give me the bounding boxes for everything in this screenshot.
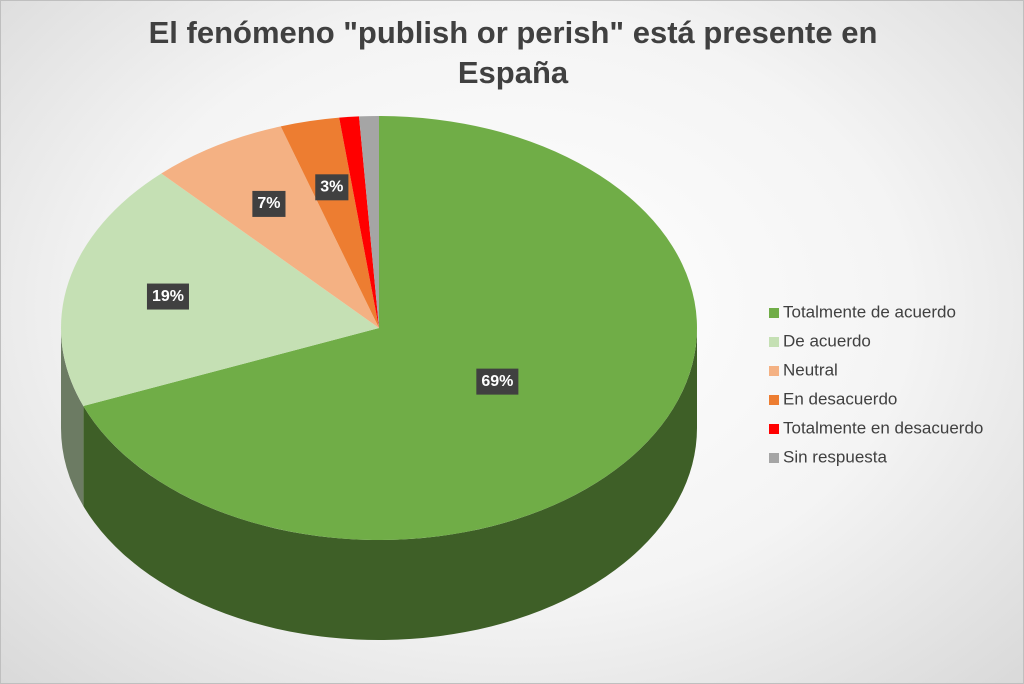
data-label-text: 69% [481, 373, 513, 390]
data-label-box [252, 190, 286, 217]
legend-label: Sin respuesta [783, 447, 887, 466]
slice [83, 116, 697, 540]
slice [359, 116, 379, 328]
slice [161, 126, 379, 328]
legend-label: De acuerdo [783, 331, 871, 350]
legend-label: Totalmente de acuerdo [783, 302, 956, 321]
data-label-text: 3% [320, 179, 343, 196]
data-label-text: 19% [152, 288, 184, 305]
data-label [252, 190, 286, 217]
legend-label: Neutral [783, 360, 838, 379]
data-label [476, 368, 519, 395]
legend-swatch [769, 308, 779, 318]
legend-label: En desacuerdo [783, 389, 897, 408]
slice [61, 173, 379, 407]
data-label-box [146, 283, 189, 310]
data-label-box [476, 368, 519, 395]
chart-title: El fenómeno "publish or perish" está pre… [148, 15, 878, 90]
slice [280, 117, 379, 328]
legend-swatch [769, 366, 779, 376]
legend-swatch [769, 395, 779, 405]
legend-swatch [769, 453, 779, 463]
slice [339, 116, 379, 328]
slice-side [61, 328, 84, 507]
legend-swatch [769, 337, 779, 347]
data-label-box [315, 174, 349, 201]
slice-side [83, 328, 698, 640]
data-label [146, 283, 189, 310]
legend-swatch [769, 424, 779, 434]
data-label-text: 7% [257, 195, 280, 212]
legend-label: Totalmente en desacuerdo [783, 418, 983, 437]
data-label [315, 174, 349, 201]
